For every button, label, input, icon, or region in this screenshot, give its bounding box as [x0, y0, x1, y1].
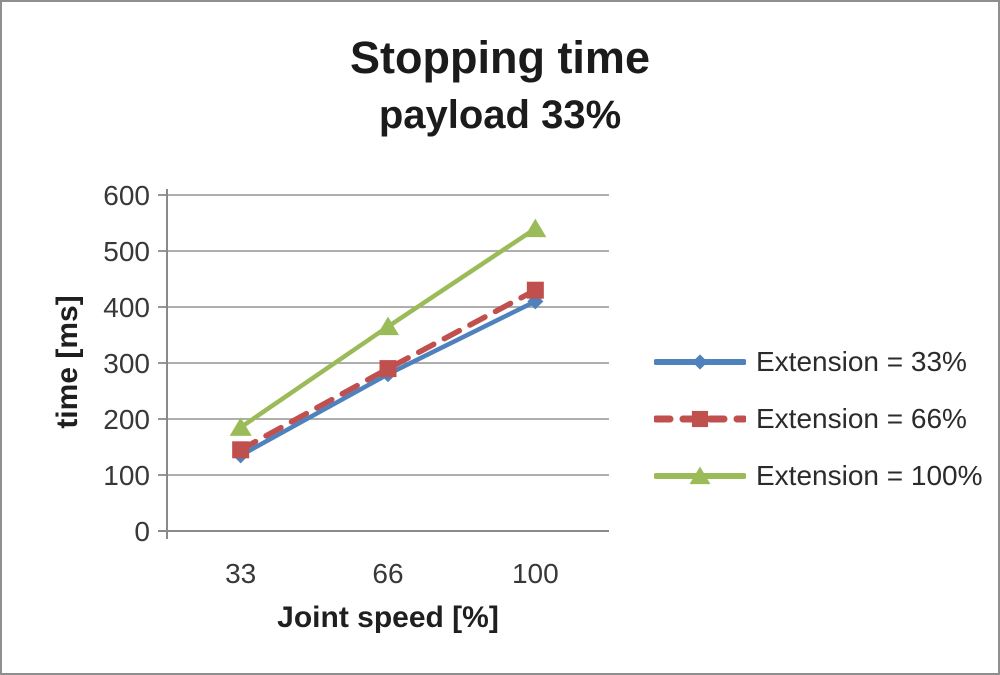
legend-marker — [691, 410, 709, 427]
legend-marker — [692, 353, 708, 370]
data-point-marker — [229, 417, 252, 436]
y-tick-label: 200 — [103, 404, 150, 435]
data-point-marker — [377, 316, 399, 336]
x-axis-title: Joint speed [%] — [277, 601, 499, 634]
data-point-marker — [379, 360, 397, 378]
x-tick-label: 33 — [225, 558, 256, 589]
legend-sample — [654, 466, 746, 484]
series-line — [237, 287, 539, 453]
y-tick-label: 0 — [134, 516, 150, 547]
data-point-marker — [232, 441, 250, 459]
y-tick-label: 300 — [103, 348, 150, 379]
y-tick-label: 100 — [103, 460, 150, 491]
legend-label: Extension = 100% — [756, 459, 983, 491]
legend-sample — [654, 410, 746, 427]
chart-subtitle: payload 33% — [378, 92, 622, 137]
legend-marker — [689, 466, 711, 484]
data-point-marker — [526, 281, 544, 299]
legend-sample — [654, 353, 746, 370]
legend-item: Extension = 66% — [654, 390, 983, 447]
x-tick-label: 66 — [372, 558, 403, 589]
legend-item: Extension = 33% — [654, 333, 983, 390]
legend: Extension = 33% Extension = 66% Extension … — [654, 333, 983, 504]
legend-label: Extension = 66% — [756, 402, 967, 434]
legend-label: Extension = 33% — [756, 345, 967, 377]
chart-title-block: Stopping time payload 33% — [2, 32, 998, 138]
legend-item: Extension = 100% — [654, 447, 983, 504]
chart-title: Stopping time — [350, 32, 650, 83]
data-point-marker — [524, 218, 547, 238]
x-tick-label: 100 — [512, 558, 559, 589]
y-tick-label: 400 — [103, 292, 150, 323]
y-tick-label: 600 — [103, 180, 150, 211]
y-tick-label: 500 — [103, 236, 150, 267]
